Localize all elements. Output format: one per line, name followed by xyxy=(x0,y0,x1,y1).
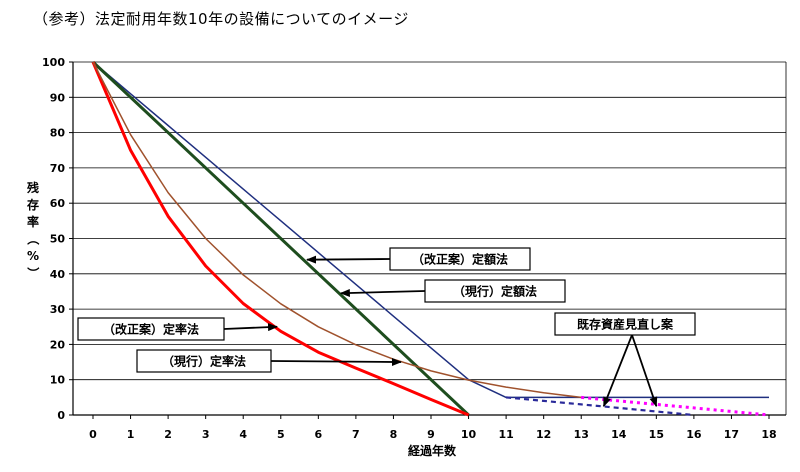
y-tick-label: 10 xyxy=(50,374,66,387)
x-tick-label: 0 xyxy=(89,428,97,441)
y-tick-label: 60 xyxy=(50,197,66,210)
series-line-5 xyxy=(505,396,695,417)
y-tick-label: 80 xyxy=(50,127,66,140)
annotation-label: 既存資産見直し案 xyxy=(554,312,696,336)
x-tick-label: 4 xyxy=(239,428,247,441)
y-axis-title-char: 率 xyxy=(27,214,39,229)
x-tick-label: 1 xyxy=(127,428,135,441)
x-tick-label: 8 xyxy=(390,428,398,441)
annotation-text: （改正案）定率法 xyxy=(103,322,199,337)
y-axis-title: 残存率 （% ） xyxy=(26,180,41,279)
annotation-text: （現行）定率法 xyxy=(162,354,246,369)
annotation-arrow xyxy=(602,334,633,408)
y-tick-label: 100 xyxy=(42,56,65,69)
series-line-1 xyxy=(91,60,470,417)
x-tick-label: 6 xyxy=(315,428,323,441)
annotations: （改正案）定額法 （現行）定額法 （改正案）定率法 （現行）定率法 既存資産見直し案 xyxy=(77,247,696,408)
y-axis-title-char: （ xyxy=(26,233,41,245)
x-tick-label: 9 xyxy=(427,428,435,441)
x-tick-label: 5 xyxy=(277,428,285,441)
series-lines xyxy=(91,60,770,417)
y-tick-label: 90 xyxy=(50,91,66,104)
series-line-2 xyxy=(91,61,470,417)
y-axis-title-char: 存 xyxy=(26,197,39,212)
annotation-text: （現行）定額法 xyxy=(453,284,537,299)
y-tick-label: 50 xyxy=(50,233,66,246)
annotation-arrow xyxy=(306,255,391,264)
annotation-arrow xyxy=(223,323,279,332)
x-tick-label: 10 xyxy=(461,428,477,441)
annotation-label: （改正案）定率法 xyxy=(77,317,225,341)
y-axis-title-char: % xyxy=(27,249,39,263)
annotation-label: （現行）定額法 xyxy=(424,279,566,303)
annotation-arrow xyxy=(631,334,658,408)
chart-title: （参考）法定耐用年数10年の設備についてのイメージ xyxy=(33,10,409,28)
annotation-text: （改正案）定額法 xyxy=(412,252,508,267)
x-tick-label: 17 xyxy=(724,428,739,441)
x-tick-label: 15 xyxy=(649,428,664,441)
y-axis-title-char: 残 xyxy=(27,180,39,195)
y-tick-label: 70 xyxy=(50,162,66,175)
y-tick-label: 30 xyxy=(50,303,66,316)
x-tick-label: 3 xyxy=(202,428,210,441)
x-tick-label: 14 xyxy=(611,428,627,441)
x-axis-title: 経過年数 xyxy=(408,443,457,458)
annotation-arrow xyxy=(270,357,402,366)
x-tick-label: 18 xyxy=(761,428,776,441)
annotation-text: 既存資産見直し案 xyxy=(577,317,674,332)
axes xyxy=(69,61,787,419)
y-axis-title-char: ） xyxy=(26,267,41,279)
series-line-3 xyxy=(92,61,582,399)
x-tick-label: 2 xyxy=(164,428,172,441)
annotation-label: （現行）定率法 xyxy=(136,349,272,373)
x-tick-label: 13 xyxy=(574,428,589,441)
annotation-arrow xyxy=(339,288,426,297)
x-tick-labels: 0 1 2 3 4 5 6 7 8 9 10 11 12 13 14 15 16 17 18 xyxy=(89,428,776,441)
x-tick-label: 16 xyxy=(686,428,702,441)
y-tick-label: 0 xyxy=(57,409,65,422)
x-tick-label: 11 xyxy=(498,428,513,441)
x-tick-label: 12 xyxy=(536,428,551,441)
y-tick-label: 40 xyxy=(50,268,66,281)
series-line-0 xyxy=(92,61,769,399)
annotation-box xyxy=(554,312,696,336)
y-tick-label: 20 xyxy=(50,338,66,351)
x-tick-label: 7 xyxy=(352,428,360,441)
y-tick-labels: 0 10 20 30 40 50 60 70 80 90 100 xyxy=(42,56,65,422)
annotation-label: （改正案）定額法 xyxy=(389,247,531,271)
